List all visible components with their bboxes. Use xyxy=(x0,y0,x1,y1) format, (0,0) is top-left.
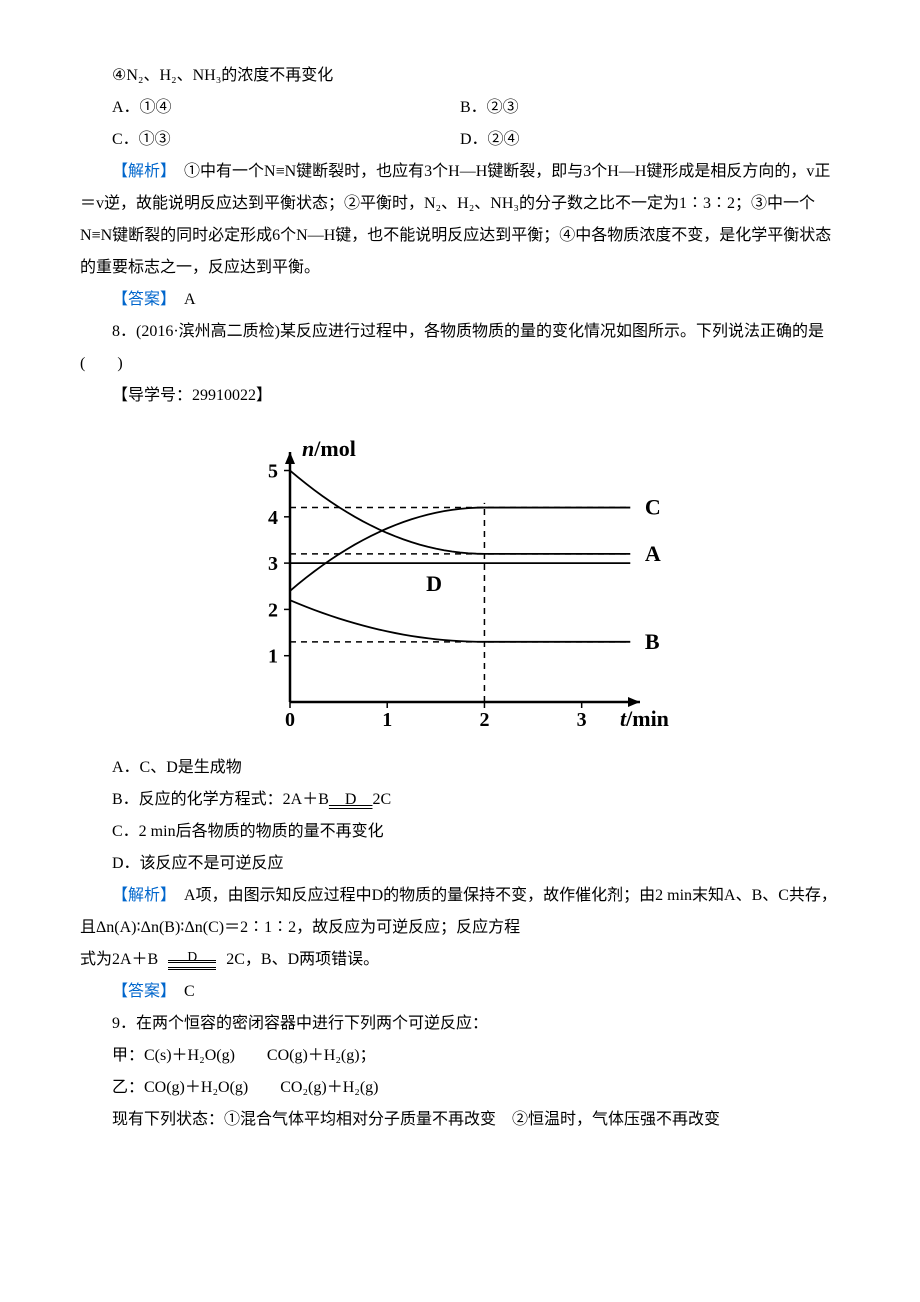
svg-text:n/mol: n/mol xyxy=(302,436,356,461)
q7-answer-text: A xyxy=(168,291,196,308)
reversible-icon xyxy=(168,960,216,970)
q9-line1: 甲：C(s)＋H₂O(g) CO(g)＋H₂(g)； xyxy=(80,1040,840,1072)
q7-analysis-label: 【解析】 xyxy=(112,163,168,180)
q8-optA: A．C、D是生成物 xyxy=(80,752,840,784)
q7-item4: ④N₂、H₂、NH₃的浓度不再变化 xyxy=(80,60,840,92)
q7-options-row2: C．①③ D．②④ xyxy=(80,124,840,156)
svg-text:A: A xyxy=(645,541,661,566)
svg-text:C: C xyxy=(645,495,661,520)
svg-text:D: D xyxy=(426,571,442,596)
q8-analysis-part2: 式为2A＋B D 2C，B、D两项错误。 xyxy=(80,944,840,976)
q8-optB-pre: B．反应的化学方程式：2A＋B xyxy=(112,791,329,808)
q8-optD: D．该反应不是可逆反应 xyxy=(80,848,840,880)
q7-optC: C．①③ xyxy=(80,124,460,156)
q9-line2: 乙：CO(g)＋H₂O(g) CO₂(g)＋H₂(g) xyxy=(80,1072,840,1104)
q9-line3: 现有下列状态：①混合气体平均相对分子质量不再改变 ②恒温时，气体压强不再改变 xyxy=(80,1104,840,1136)
q8-analysis2-pre: 式为2A＋B xyxy=(80,951,158,968)
svg-text:1: 1 xyxy=(268,646,278,668)
q8-analysis-label: 【解析】 xyxy=(112,887,168,904)
q8-optC: C．2 min后各物质的物质的量不再变化 xyxy=(80,816,840,848)
q8-optB-mid: D xyxy=(329,791,373,808)
svg-text:B: B xyxy=(645,629,660,654)
q7-analysis-text: ①中有一个N≡N键断裂时，也应有3个H—H键断裂，即与3个H—H键形成是相反方向… xyxy=(80,163,831,276)
q8-analysis-text1: A项，由图示知反应过程中D的物质的量保持不变，故作催化剂；由2 min末知A、B… xyxy=(80,887,837,936)
q7-answer-label: 【答案】 xyxy=(112,291,168,308)
svg-text:0: 0 xyxy=(285,709,295,731)
svg-text:2: 2 xyxy=(479,709,489,731)
q8-stem: 8．(2016·滨州高二质检)某反应进行过程中，各物质物质的量的变化情况如图所示… xyxy=(80,316,840,380)
q7-answer: 【答案】 A xyxy=(80,284,840,316)
svg-text:3: 3 xyxy=(268,553,278,575)
q8-answer-label: 【答案】 xyxy=(112,983,168,1000)
svg-text:t/min: t/min xyxy=(620,706,669,731)
q8-answer-text: C xyxy=(168,983,195,1000)
q9-stem: 9．在两个恒容的密闭容器中进行下列两个可逆反应： xyxy=(80,1008,840,1040)
q7-options-row1: A．①④ B．②③ xyxy=(80,92,840,124)
q8-guide: 【导学号：29910022】 xyxy=(80,380,840,412)
svg-text:1: 1 xyxy=(382,709,392,731)
q7-optB: B．②③ xyxy=(460,92,840,124)
q8-optB: B．反应的化学方程式：2A＋B D 2C xyxy=(80,784,840,816)
svg-text:3: 3 xyxy=(577,709,587,731)
svg-text:4: 4 xyxy=(268,507,278,529)
q8-analysis2-post: 2C，B、D两项错误。 xyxy=(226,951,379,968)
q8-answer: 【答案】 C xyxy=(80,976,840,1008)
q8-analysis-part1: 【解析】 A项，由图示知反应过程中D的物质的量保持不变，故作催化剂；由2 min… xyxy=(80,880,840,944)
q8-optB-post: 2C xyxy=(372,791,391,808)
q8-chart: 0 1 2 3 1 2 3 4 5 n/mol t/min CA B D xyxy=(220,422,700,742)
q7-analysis: 【解析】 ①中有一个N≡N键断裂时，也应有3个H—H键断裂，即与3个H—H键形成… xyxy=(80,156,840,284)
svg-text:2: 2 xyxy=(268,599,278,621)
q7-optD: D．②④ xyxy=(460,124,840,156)
q7-optA: A．①④ xyxy=(80,92,460,124)
svg-text:5: 5 xyxy=(268,461,278,483)
